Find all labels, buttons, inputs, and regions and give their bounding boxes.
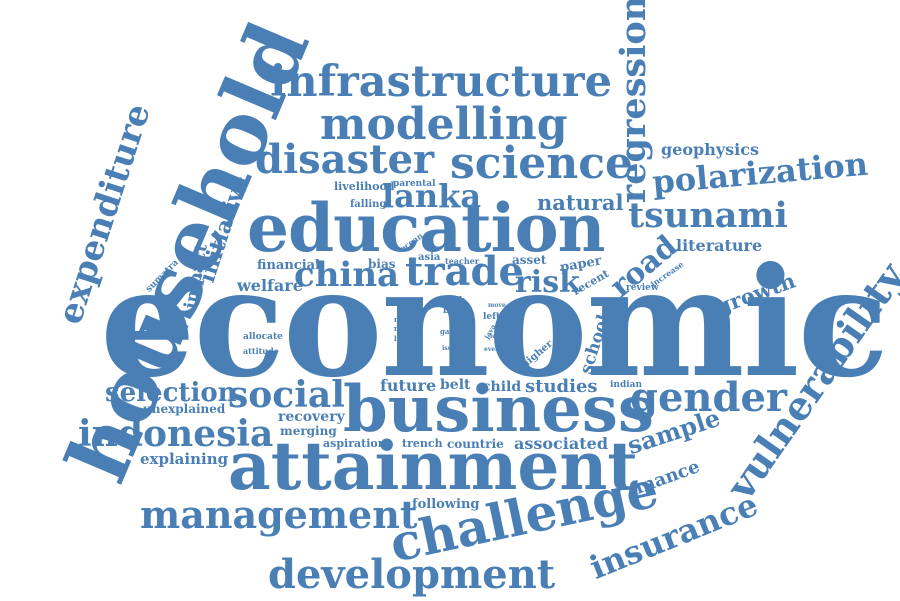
word-left: left	[483, 312, 501, 322]
word-trench: trench	[402, 437, 443, 450]
word-trade: trade	[405, 248, 524, 295]
word-gender: gender	[630, 374, 787, 421]
word-natural: natural	[537, 190, 624, 215]
word-belt: belt	[440, 377, 471, 393]
word-china: china	[294, 255, 400, 295]
word-business: business	[343, 372, 654, 447]
word-indian: indian	[610, 380, 643, 390]
word-allocate: allocate	[243, 332, 283, 342]
word-teacher: teacher	[445, 256, 479, 266]
word-return: return	[394, 315, 420, 324]
word-selection: selection	[105, 378, 237, 408]
word-following: following	[412, 497, 480, 512]
word-falling: falling	[350, 199, 387, 210]
word-associated: associated	[514, 434, 608, 453]
word-range: range	[394, 324, 417, 333]
word-review: review	[626, 283, 659, 293]
word-aspiration: aspiration	[323, 437, 386, 450]
word-asia: asia	[418, 252, 441, 263]
word-level: level	[490, 333, 506, 340]
word-loss: loss	[449, 313, 462, 330]
word-unexplained: unexplained	[143, 402, 226, 416]
word-gap: gap	[440, 327, 455, 336]
word-welfare: welfare	[237, 276, 303, 295]
word-tsunami: tsunami	[628, 195, 788, 236]
word-indonesia: indonesia	[78, 413, 274, 455]
word-social: social	[228, 374, 345, 416]
word-parental: parental	[393, 179, 436, 189]
word-financial: financial	[257, 258, 320, 273]
word-attainment: attainment	[228, 427, 638, 505]
word-livelihood: livelihood	[334, 180, 395, 193]
word-merging: merging	[280, 424, 337, 438]
word-management: management	[140, 492, 418, 537]
word-infrastructure: infrastructure	[270, 57, 612, 107]
word-child: child	[482, 379, 522, 395]
word-lanka: lanka	[382, 177, 482, 215]
word-countrie: countrie	[447, 437, 504, 451]
word-science: science	[450, 138, 634, 189]
word-explaining: explaining	[140, 450, 229, 468]
word-literature: literature	[676, 236, 763, 255]
word-losses: losses	[394, 334, 418, 343]
word-issue: issue	[442, 345, 460, 352]
word-disaster: disaster	[255, 136, 435, 183]
word-regression: regression	[613, 0, 655, 204]
word-move: move	[488, 302, 506, 309]
word-risk: risk	[515, 265, 580, 300]
word-silk: silk	[447, 296, 466, 306]
word-geophysics: geophysics	[661, 140, 759, 159]
word-recovery: recovery	[278, 409, 345, 425]
word-development: development	[268, 551, 556, 598]
word-future: future	[380, 376, 437, 395]
word-asset: asset	[512, 253, 547, 267]
word-education: education	[247, 189, 606, 267]
word-economic: economic	[100, 235, 889, 411]
word-studies: studies	[525, 376, 598, 397]
word-bias: bias	[368, 257, 396, 271]
word-event: event	[484, 346, 503, 353]
word-modelling: modelling	[320, 99, 568, 150]
word-boy: boy	[443, 306, 461, 316]
word-attitude: attitude	[243, 346, 279, 356]
